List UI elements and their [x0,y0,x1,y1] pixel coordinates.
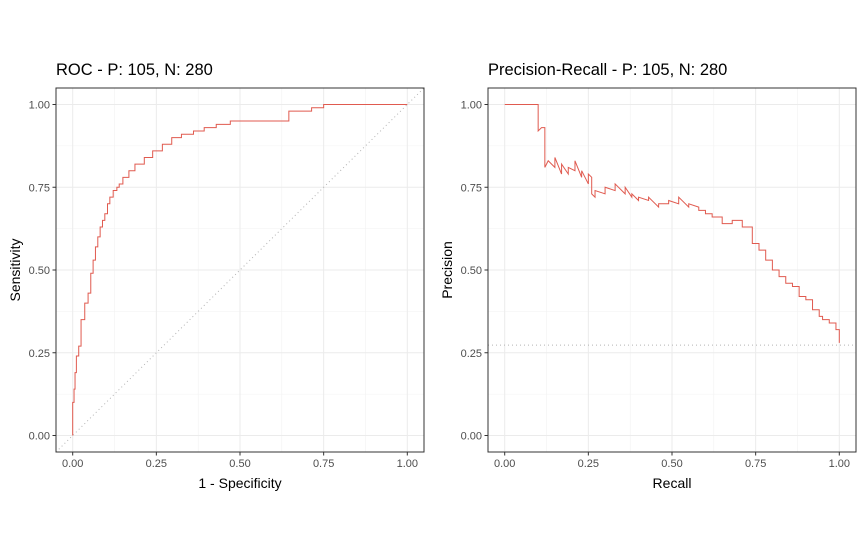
pr-plot-area: 0.00 0.25 0.50 0.75 1.00 0.00 0.25 0.50 0.75 1.00 [461,87,857,470]
pr-y-tick-label-4: 1.00 [461,100,482,112]
pr-x-tick-label-2: 0.50 [661,458,682,470]
roc-y-tick-label-4: 1.00 [29,100,50,112]
pr-y-axis-title: Precision [439,241,455,299]
roc-x-tick-label-4: 1.00 [397,458,418,470]
pr-y-tick-label-1: 0.25 [461,348,482,360]
pr-x-tick-label-0: 0.00 [494,458,515,470]
roc-x-tick-label-2: 0.50 [229,458,250,470]
roc-curve-line-0 [72,104,408,436]
roc-chart-title: ROC - P: 105, N: 280 [56,61,213,79]
precision-recall-chart: Precision-Recall - P: 105, N: 280 Recall… [439,61,857,491]
roc-x-tick-label-3: 0.75 [313,458,334,470]
pr-x-axis-title: Recall [653,475,692,491]
roc-y-axis-title: Sensitivity [7,238,23,301]
roc-x-tick-label-1: 0.25 [146,458,167,470]
pr-chart-title: Precision-Recall - P: 105, N: 280 [488,61,727,79]
roc-y-tick-label-1: 0.25 [29,348,50,360]
roc-x-axis-title: 1 - Specificity [198,475,281,491]
pr-x-tick-label-1: 0.25 [578,458,599,470]
roc-plot-area: 0.00 0.25 0.50 0.75 1.00 0.00 0.25 0.50 0.75 1.00 [29,87,425,470]
pr-y-tick-label-3: 0.75 [461,182,482,194]
pr-y-tick-label-2: 0.50 [461,265,482,277]
pr-x-tick-label-4: 1.00 [829,458,850,470]
roc-y-tick-label-2: 0.50 [29,265,50,277]
roc-x-tick-label-0: 0.00 [62,458,83,470]
roc-y-tick-label-0: 0.00 [29,431,50,443]
pr-curve-line-0 [504,104,840,343]
roc-y-tick-label-3: 0.75 [29,182,50,194]
pr-x-tick-label-3: 0.75 [745,458,766,470]
pr-y-tick-label-0: 0.00 [461,431,482,443]
roc-chart: ROC - P: 105, N: 280 1 - Specificity Sen… [7,61,425,491]
